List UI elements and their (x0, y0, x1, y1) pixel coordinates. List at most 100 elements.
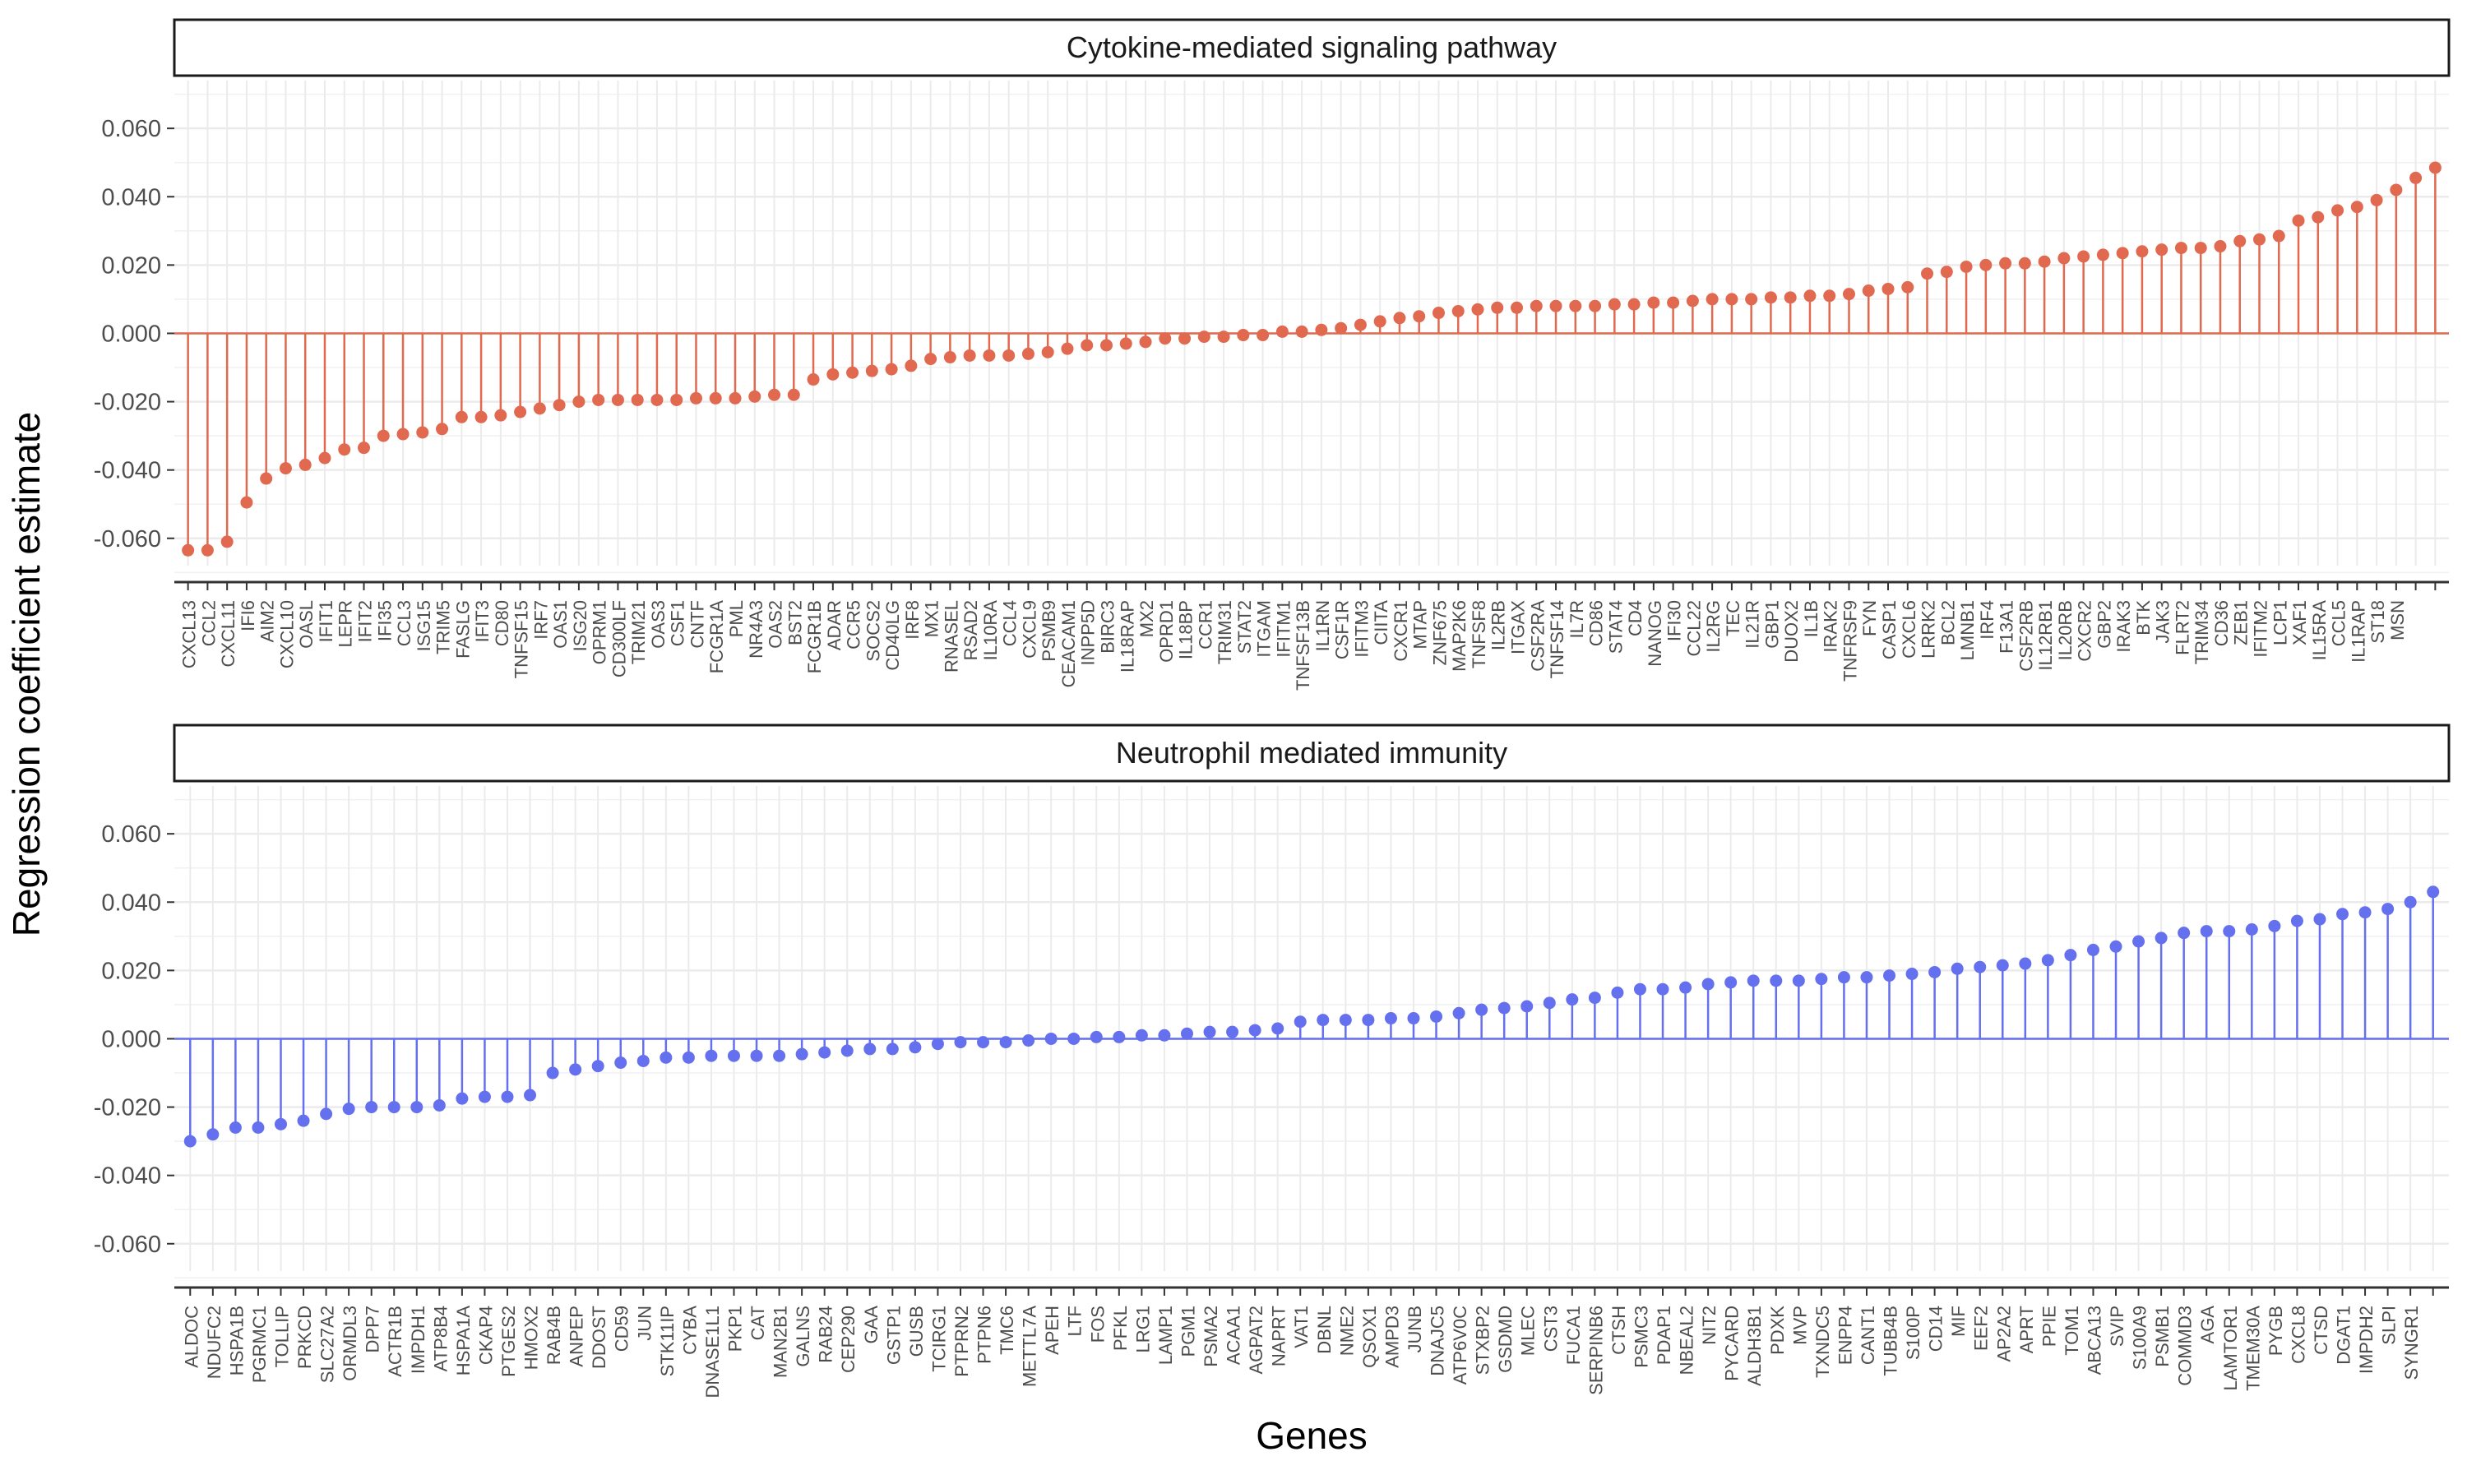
x-tick-label: MVP (1789, 1306, 1810, 1345)
x-tick-label: NME2 (1336, 1306, 1357, 1356)
x-tick-label: IL12RB1 (2035, 600, 2056, 671)
x-tick-label: CXCR1 (1391, 600, 1411, 662)
data-point (1784, 291, 1797, 304)
x-tick-label: PSMB9 (1039, 600, 1059, 662)
data-point (977, 1036, 990, 1049)
x-tick-label: TNFSF13B (1293, 600, 1313, 691)
x-tick-label: APRT (2016, 1306, 2037, 1353)
data-point (1881, 282, 1895, 295)
data-point (436, 423, 449, 436)
x-tick-label: ATP6V0C (1450, 1306, 1470, 1385)
x-tick-label: MLEC (1518, 1306, 1539, 1356)
x-tick-label: DUOX2 (1781, 600, 1802, 663)
x-tick-label: CANT1 (1858, 1306, 1878, 1365)
x-tick-label: CASP1 (1879, 600, 1900, 659)
data-point (1608, 298, 1621, 311)
data-point (2272, 229, 2285, 243)
x-tick-label: COMMD3 (2175, 1306, 2196, 1386)
x-tick-label: ST18 (2367, 600, 2388, 644)
x-tick-label: CSF1 (668, 600, 688, 646)
data-point (1022, 1034, 1035, 1047)
data-point (631, 393, 644, 406)
data-point (2178, 927, 2191, 940)
data-point (2381, 903, 2395, 916)
data-point (650, 393, 664, 406)
panel-strip (173, 18, 2451, 77)
data-point (840, 1044, 854, 1057)
data-point (1203, 1025, 1216, 1038)
x-tick-label: TMEM30A (2243, 1306, 2263, 1391)
x-tick-label: GALNS (793, 1306, 813, 1367)
data-point (943, 351, 956, 364)
data-point (1530, 299, 1543, 312)
data-point (999, 1036, 1012, 1049)
data-point (1430, 1010, 1443, 1023)
x-tick-label: BTK (2133, 600, 2154, 636)
data-point (1044, 1032, 1058, 1045)
data-point (1815, 973, 1828, 986)
x-tick-label: AP2A2 (1993, 1306, 2014, 1362)
data-point (1271, 1022, 1284, 1035)
data-point (924, 353, 937, 366)
x-tick-label: OAS3 (648, 600, 669, 649)
x-tick-label: IFI6 (238, 600, 258, 631)
x-tick-label: CXCL10 (276, 600, 297, 668)
y-tick-label: -0.040 (94, 1163, 161, 1190)
x-tick-label: RSAD2 (960, 600, 981, 660)
data-point (1996, 959, 2009, 972)
x-tick-label: FYN (1859, 600, 1880, 636)
x-tick-label: HSPA1A (453, 1306, 474, 1376)
x-tick-label: IFITM3 (1351, 600, 1372, 658)
x-tick-label: PPIE (2039, 1306, 2059, 1347)
data-point (533, 402, 546, 415)
x-tick-label: PML (726, 600, 747, 637)
data-point (1113, 1030, 1126, 1043)
data-point (1002, 349, 1016, 362)
x-tick-label: FUCA1 (1563, 1306, 1584, 1365)
data-point (2292, 214, 2305, 227)
x-tick-label: PTGES2 (498, 1306, 519, 1377)
x-tick-label: IL18BP (1176, 600, 1196, 659)
x-tick-label: ITGAX (1508, 600, 1529, 654)
data-point (501, 1090, 514, 1103)
x-tick-label: PSMA2 (1201, 1306, 1221, 1367)
data-point (546, 1066, 559, 1079)
x-tick-label: GBP1 (1761, 600, 1782, 649)
data-point (1090, 1030, 1103, 1043)
data-point (1770, 974, 1783, 987)
x-tick-label: HSPA1B (226, 1306, 247, 1375)
data-point (2155, 932, 2168, 945)
data-point (2350, 201, 2363, 214)
data-point (320, 1107, 333, 1121)
data-point (2019, 957, 2032, 970)
data-point (2427, 885, 2440, 899)
data-point (787, 388, 800, 401)
x-tick-label: OAS2 (766, 600, 786, 649)
x-tick-label: CSF2RA (1527, 600, 1548, 672)
x-tick-label: ACTR1B (385, 1306, 405, 1377)
x-tick-label: ITGAM (1254, 600, 1275, 658)
x-tick-label: DNASE1L1 (702, 1306, 723, 1398)
data-point (387, 1101, 400, 1114)
data-point (2086, 943, 2099, 956)
x-tick-label: IL2RB (1488, 600, 1509, 650)
data-point (1135, 1029, 1148, 1042)
x-tick-label: TNFSF8 (1469, 600, 1489, 668)
x-tick-label: CIITA (1371, 600, 1391, 645)
x-tick-label: IMPDH1 (408, 1306, 428, 1374)
data-point (1520, 1000, 1534, 1013)
data-point (494, 409, 507, 422)
data-point (1081, 339, 1094, 352)
x-tick-label: TMC6 (997, 1306, 1017, 1355)
x-tick-label: GBP2 (2094, 600, 2114, 649)
data-point (2018, 257, 2031, 270)
x-tick-label: LAMTOR1 (2220, 1306, 2241, 1391)
data-point (885, 363, 898, 376)
x-tick-label: CXCL13 (179, 600, 200, 668)
x-tick-label: NBEAL2 (1677, 1306, 1697, 1375)
data-point (2313, 913, 2326, 926)
data-point (2214, 240, 2227, 253)
data-point (1362, 1014, 1375, 1027)
data-point (2233, 234, 2247, 247)
x-tick-label: PSMB1 (2152, 1306, 2173, 1367)
